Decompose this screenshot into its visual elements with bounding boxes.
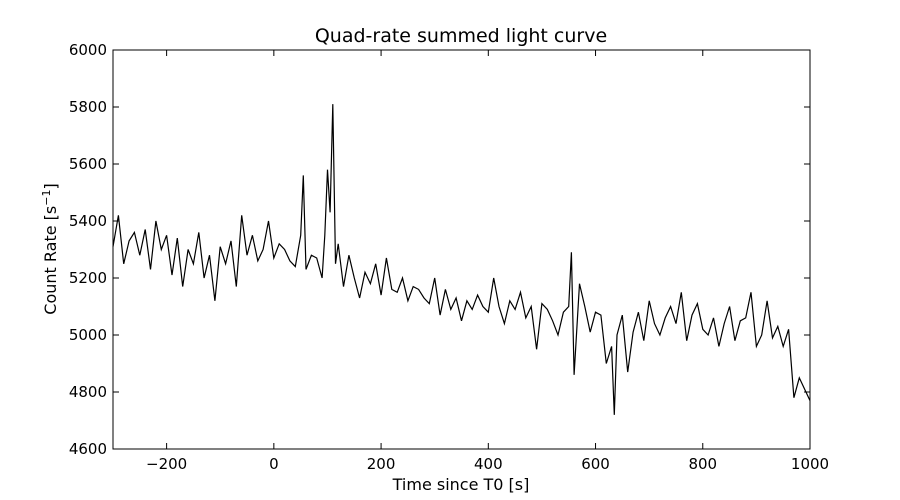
x-tick-label: 1000	[791, 455, 829, 473]
y-axis: 4600 4800 5000 5200 5400 5600 5800 6000	[69, 41, 810, 458]
x-tick-label: 600	[581, 455, 610, 473]
y-tick-label: 5200	[69, 269, 107, 287]
y-tick-label: 5800	[69, 98, 107, 116]
x-axis: −200 0 200 400 600 800 1000	[146, 50, 829, 473]
x-tick-label: 400	[474, 455, 503, 473]
y-tick-label: 4600	[69, 440, 107, 458]
y-axis-title: Count Rate [s−1]	[40, 183, 61, 314]
y-axis-title-end: ]	[41, 183, 60, 189]
series-line	[112, 104, 811, 415]
y-tick-label: 5600	[69, 155, 107, 173]
y-tick-label: 5400	[69, 212, 107, 230]
y-tick-label: 4800	[69, 383, 107, 401]
x-tick-label: −200	[146, 455, 187, 473]
x-tick-label: 800	[688, 455, 717, 473]
x-axis-title: Time since T0 [s]	[392, 475, 530, 494]
plot-area	[112, 104, 811, 415]
y-tick-label: 6000	[69, 41, 107, 59]
y-axis-title-superscript: −1	[40, 190, 53, 206]
y-axis-title-main: Count Rate [s	[41, 206, 60, 315]
chart-title: Quad-rate summed light curve	[315, 25, 607, 47]
x-tick-label: 200	[367, 455, 396, 473]
x-tick-label: 0	[269, 455, 279, 473]
y-tick-label: 5000	[69, 326, 107, 344]
plot-frame	[112, 49, 811, 450]
